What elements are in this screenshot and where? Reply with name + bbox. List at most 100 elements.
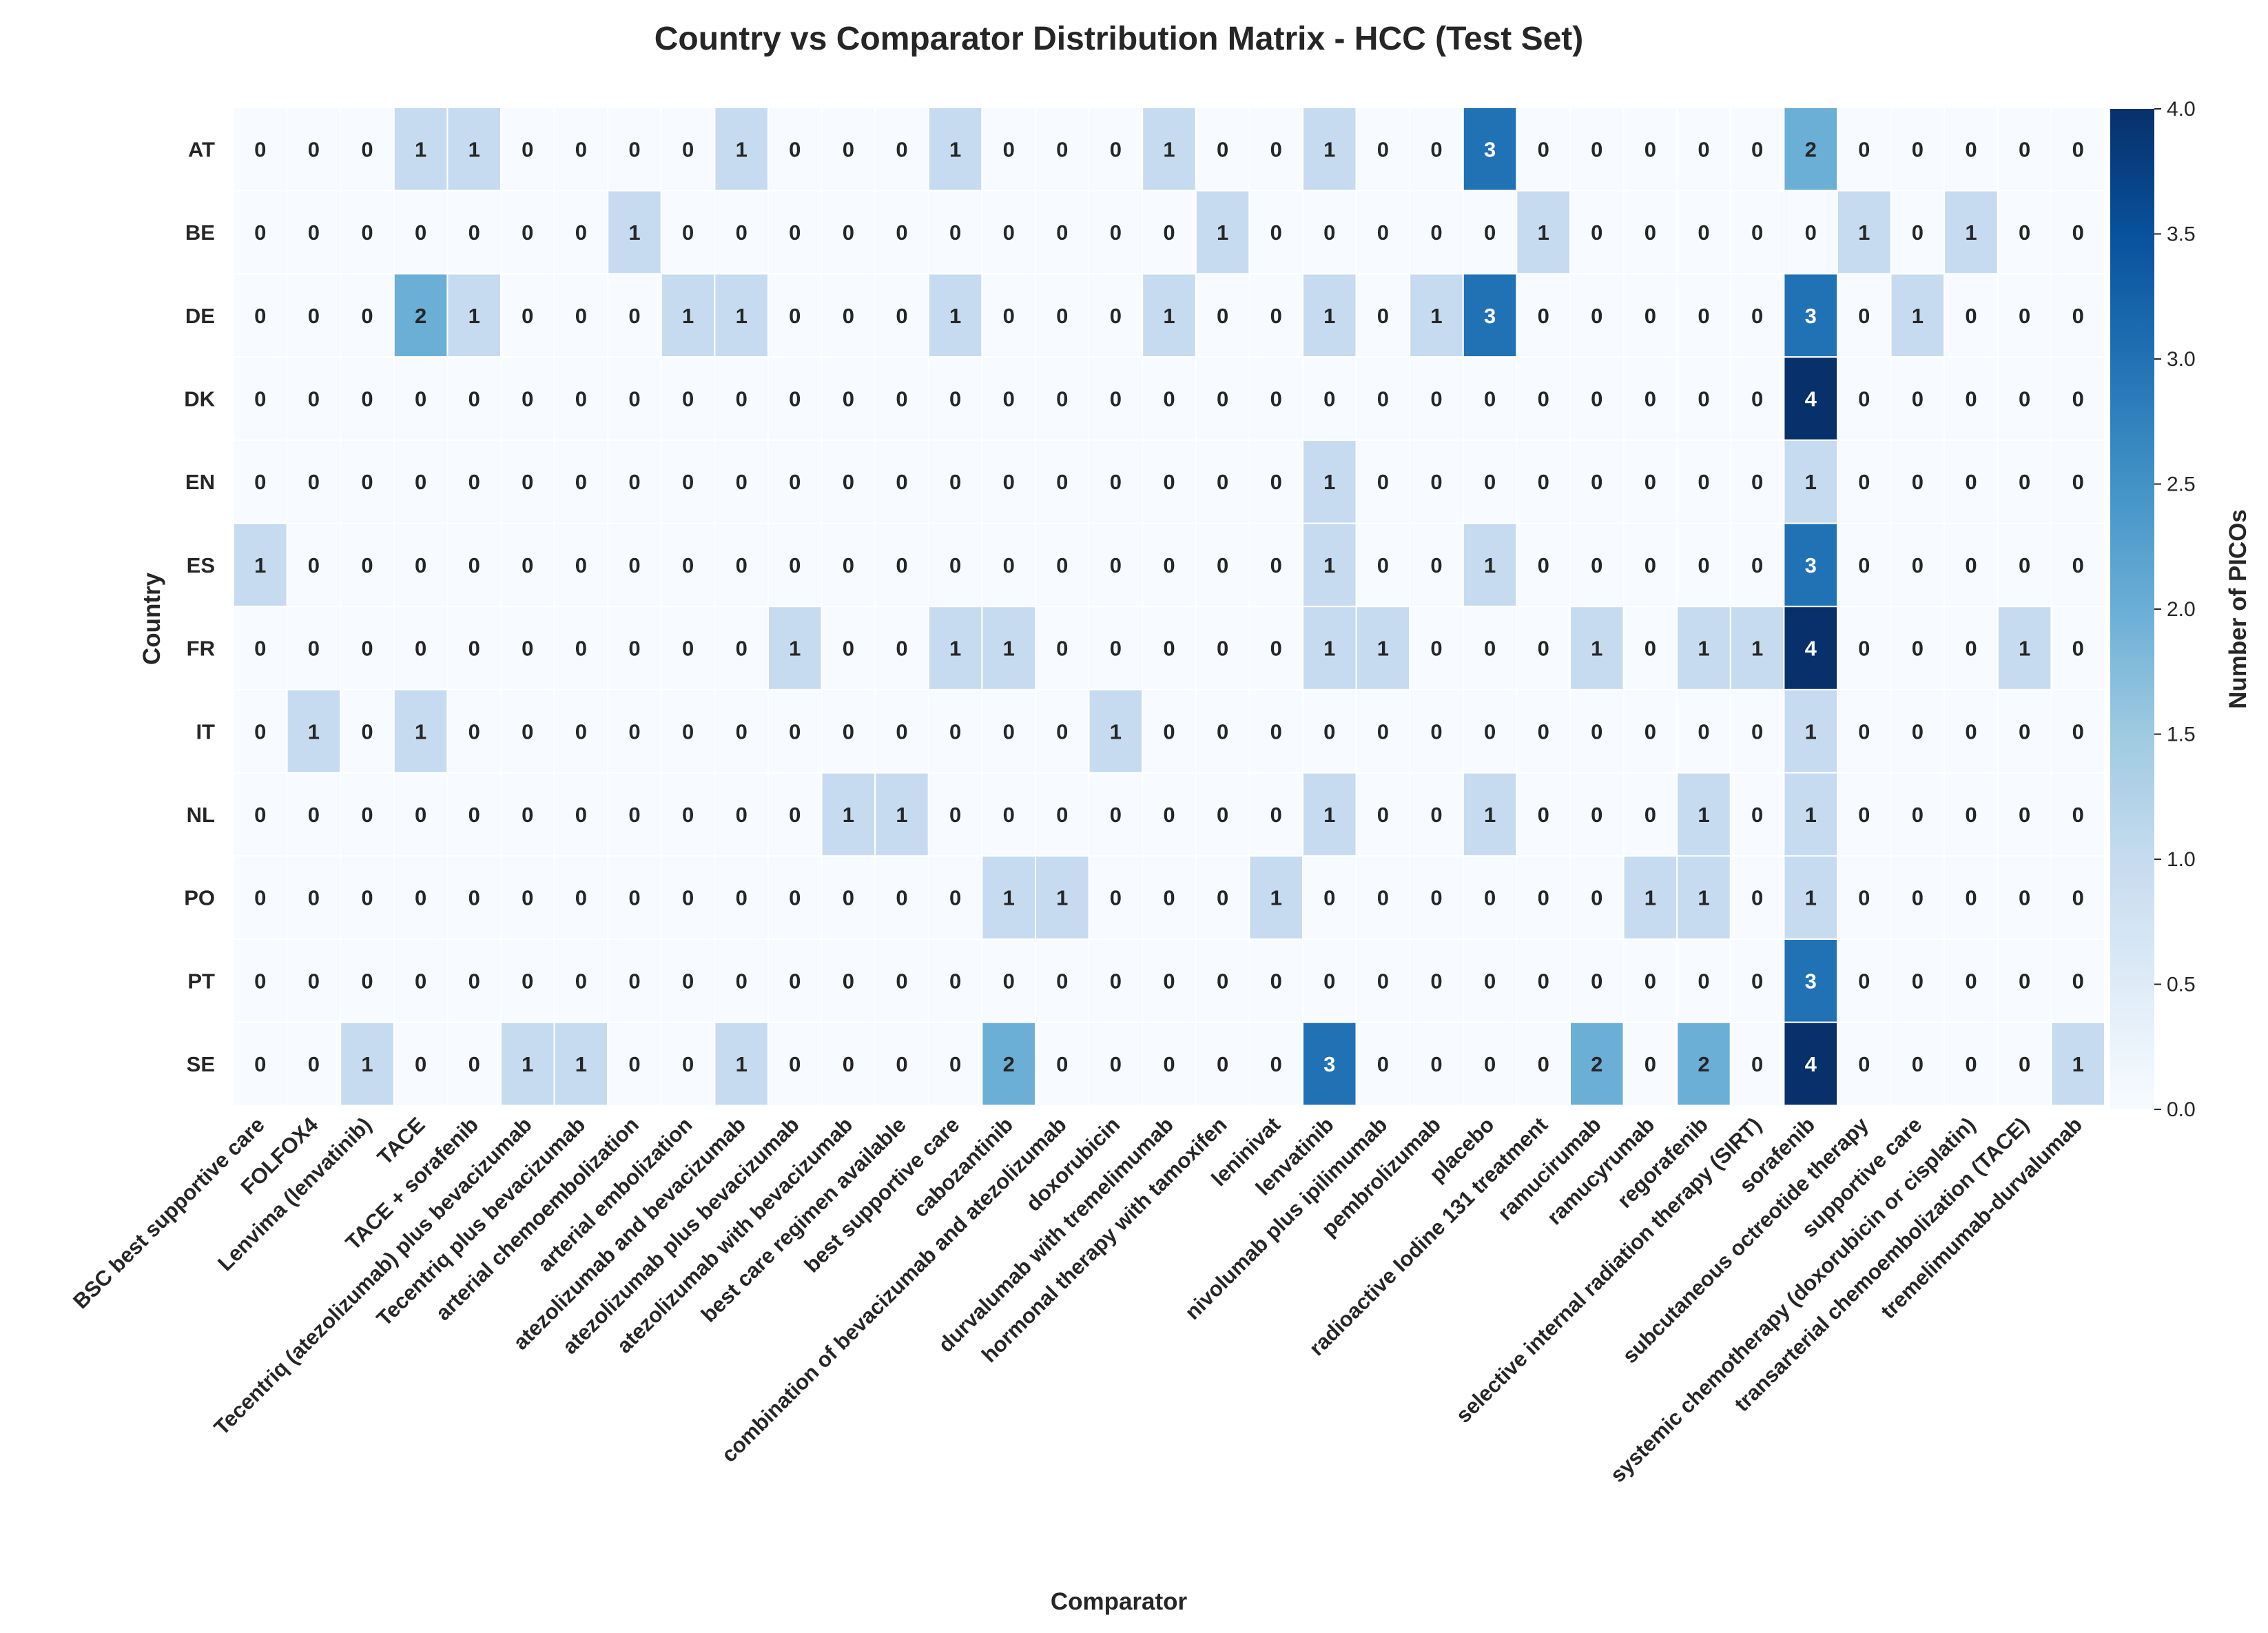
heatmap-cell xyxy=(1729,606,1785,690)
cell-value-label: 0 xyxy=(1430,886,1442,910)
heatmap-cell xyxy=(2050,189,2105,275)
cell-value-label: 1 xyxy=(1056,886,1068,910)
heatmap-cell xyxy=(1142,772,1197,857)
cell-value-label: 1 xyxy=(789,637,801,661)
heatmap-cell xyxy=(1569,855,1625,941)
cell-value-label: 0 xyxy=(2019,553,2030,577)
cell-value-label: 0 xyxy=(361,803,373,827)
heatmap-cell xyxy=(1944,1021,1999,1107)
cell-value-label: 0 xyxy=(308,886,320,910)
heatmap-cell xyxy=(1622,1021,1678,1107)
heatmap-cell xyxy=(1302,273,1357,358)
cell-value-label: 0 xyxy=(575,969,587,993)
cell-value-label: 0 xyxy=(575,387,587,411)
cell-value-label: 0 xyxy=(1591,969,1602,993)
heatmap-cell xyxy=(1088,273,1144,358)
heatmap-cell xyxy=(446,938,502,1023)
cell-value-label: 0 xyxy=(522,803,533,827)
cell-value-label: 0 xyxy=(1751,470,1763,494)
cell-value-label: 0 xyxy=(1484,387,1496,411)
cell-value-label: 0 xyxy=(575,637,587,661)
cell-value-label: 0 xyxy=(522,304,533,328)
heatmap-cell xyxy=(500,273,555,358)
heatmap-cell xyxy=(607,772,662,857)
cell-value-label: 0 xyxy=(1912,470,1924,494)
cell-value-label: 0 xyxy=(1430,137,1442,161)
heatmap-cell xyxy=(874,273,929,358)
heatmap-cell xyxy=(821,189,876,275)
cell-value-label: 0 xyxy=(1003,387,1015,411)
heatmap-cell xyxy=(981,189,1037,275)
heatmap-cell xyxy=(1997,855,2052,941)
heatmap-cell xyxy=(500,107,555,192)
cell-value-label: 0 xyxy=(254,637,266,661)
cell-value-label: 0 xyxy=(1110,220,1122,245)
heatmap-cell xyxy=(1088,107,1144,192)
cell-value-label: 0 xyxy=(308,803,320,827)
cell-value-label: 0 xyxy=(1270,719,1282,743)
heatmap-cell xyxy=(714,439,770,524)
cell-value-label: 0 xyxy=(1377,220,1389,245)
cell-value-label: 0 xyxy=(1645,137,1656,161)
cell-value-label: 0 xyxy=(1430,803,1442,827)
cell-value-label: 0 xyxy=(1003,553,1015,577)
heatmap-cell xyxy=(660,772,716,857)
cell-value-label: 0 xyxy=(628,886,640,910)
cell-value-label: 1 xyxy=(1377,637,1389,661)
cell-value-label: 0 xyxy=(1912,137,1924,161)
cell-value-label: 0 xyxy=(1965,719,1977,743)
cell-value-label: 0 xyxy=(896,553,907,577)
heatmap-cell xyxy=(1195,938,1250,1023)
cell-value-label: 0 xyxy=(1377,969,1389,993)
cell-value-label: 0 xyxy=(1323,387,1335,411)
cell-value-label: 0 xyxy=(1591,470,1602,494)
cell-value-label: 0 xyxy=(522,553,533,577)
cell-value-label: 0 xyxy=(1645,1052,1656,1076)
cell-value-label: 0 xyxy=(2072,719,2084,743)
heatmap-cell xyxy=(981,439,1037,524)
cell-value-label: 0 xyxy=(415,470,426,494)
heatmap-cell xyxy=(1088,606,1144,690)
heatmap-cell xyxy=(446,439,502,524)
heatmap-cell xyxy=(500,606,555,690)
heatmap-cell xyxy=(286,688,342,774)
heatmap-cell xyxy=(2050,938,2105,1023)
heatmap-cell xyxy=(1195,273,1250,358)
heatmap-cell xyxy=(927,356,983,441)
cell-value-label: 0 xyxy=(1751,553,1763,577)
heatmap-cell xyxy=(714,1021,770,1107)
heatmap-cell xyxy=(553,938,609,1023)
cell-value-label: 0 xyxy=(1110,470,1122,494)
cell-value-label: 0 xyxy=(1484,719,1496,743)
heatmap-cell xyxy=(927,1021,983,1107)
cell-value-label: 0 xyxy=(254,969,266,993)
heatmap-cell xyxy=(767,855,823,941)
cell-value-label: 1 xyxy=(522,1052,533,1076)
cell-value-label: 0 xyxy=(1484,1052,1496,1076)
heatmap-cell xyxy=(607,439,662,524)
heatmap-cell xyxy=(1195,356,1250,441)
heatmap-cell xyxy=(1729,1021,1785,1107)
heatmap-cell xyxy=(553,273,609,358)
cell-value-label: 0 xyxy=(1110,137,1122,161)
heatmap-cell xyxy=(1783,356,1838,441)
heatmap-cell xyxy=(553,688,609,774)
heatmap-cell xyxy=(233,107,288,192)
cell-value-label: 0 xyxy=(1645,220,1656,245)
cell-value-label: 0 xyxy=(1805,220,1817,245)
cell-value-label: 0 xyxy=(1270,470,1282,494)
cell-value-label: 1 xyxy=(1858,220,1870,245)
heatmap-cell xyxy=(1462,189,1518,275)
heatmap-cell xyxy=(553,356,609,441)
cell-value-label: 0 xyxy=(736,719,748,743)
heatmap-cell xyxy=(1462,356,1518,441)
y-axis-label: Country xyxy=(138,572,165,665)
cell-value-label: 0 xyxy=(1858,719,1870,743)
cell-value-label: 0 xyxy=(736,553,748,577)
colorbar-tick-label: 0.5 xyxy=(2167,974,2196,996)
cell-value-label: 0 xyxy=(308,553,320,577)
cell-value-label: 0 xyxy=(682,637,694,661)
cell-value-label: 0 xyxy=(949,969,961,993)
cell-value-label: 0 xyxy=(468,719,480,743)
